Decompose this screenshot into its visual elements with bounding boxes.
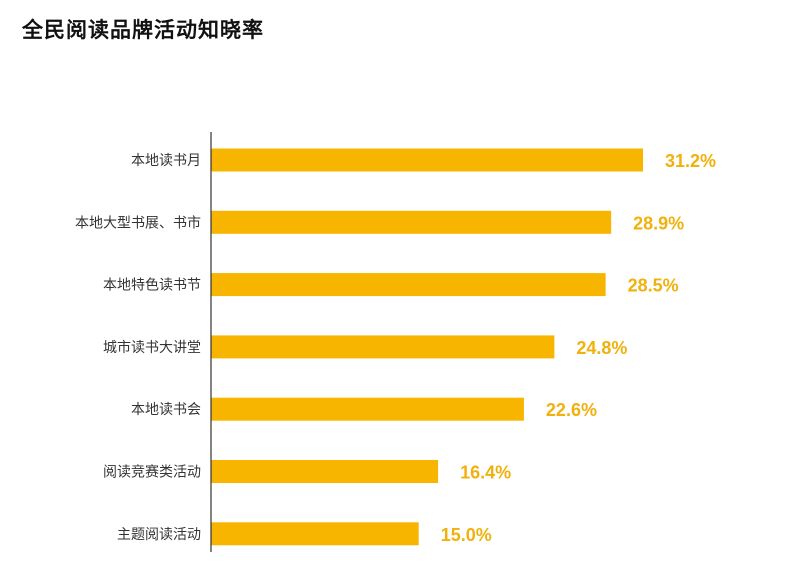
value-label: 28.9% — [633, 213, 684, 233]
bar — [211, 273, 606, 297]
category-label: 阅读竞赛类活动 — [103, 464, 201, 481]
value-label: 22.6% — [546, 400, 597, 420]
chart-title: 全民阅读品牌活动知晓率 — [22, 18, 264, 42]
value-label: 28.5% — [628, 276, 679, 296]
bar — [211, 460, 439, 483]
bar — [211, 397, 524, 421]
value-label: 15.0% — [441, 525, 492, 545]
category-label: 城市读书大讲堂 — [103, 339, 201, 356]
bar — [211, 210, 612, 234]
category-label: 本地读书月 — [131, 152, 201, 169]
category-label: 主题阅读活动 — [117, 526, 201, 543]
category-label: 本地读书会 — [131, 401, 201, 418]
category-label: 本地特色读书节 — [103, 277, 201, 294]
category-label: 本地大型书展、书市 — [75, 214, 201, 231]
bar — [211, 148, 643, 172]
value-label: 16.4% — [460, 463, 511, 483]
value-label: 31.2% — [665, 151, 716, 171]
value-label: 24.8% — [576, 338, 627, 358]
bar — [211, 522, 419, 546]
bar — [211, 335, 555, 359]
